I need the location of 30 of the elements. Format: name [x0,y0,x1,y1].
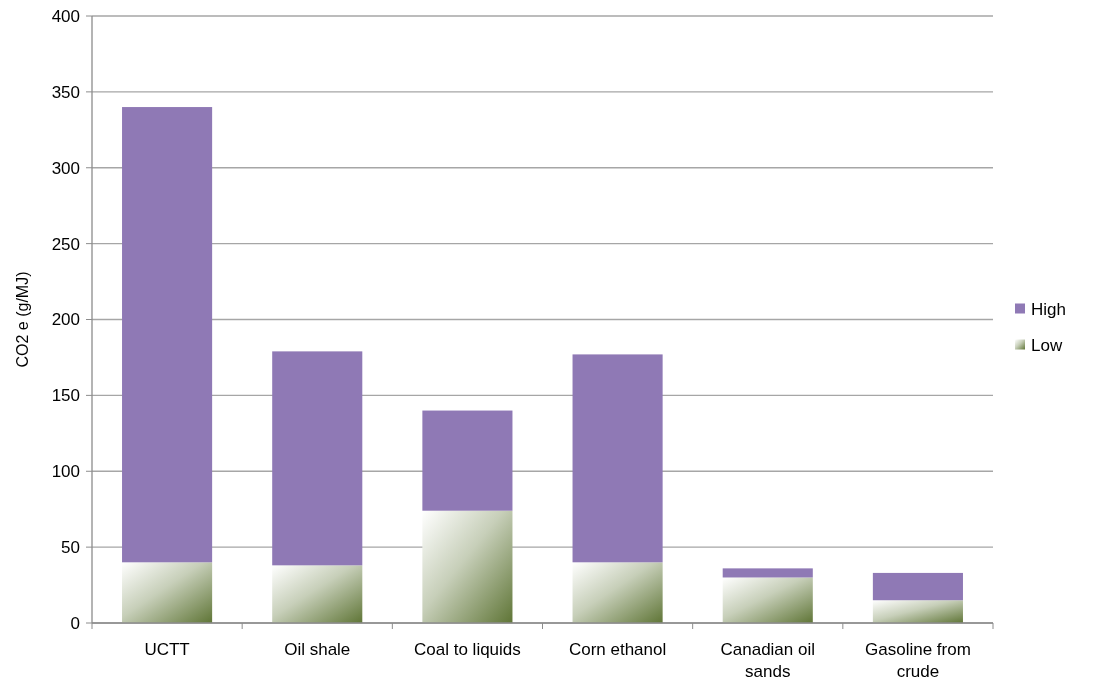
bar [122,562,213,623]
bar [272,351,363,566]
y-tick-label: 100 [51,462,80,482]
y-tick-label: 250 [51,234,80,254]
bar [422,410,513,511]
bar [722,577,813,623]
bar [422,510,513,623]
y-tick-label: 200 [51,310,80,330]
bar [572,354,663,563]
x-tick-label: Corn ethanol [568,640,667,659]
legend-label: Low [1031,336,1063,356]
legend-label: High [1031,300,1066,320]
x-tick-label: Canadian oil sands [720,640,816,681]
y-tick-label: 400 [51,6,80,26]
x-tick-label: Gasoline from crude [865,640,971,681]
y-tick-label: 0 [70,613,80,633]
x-tick-label: UCTT [144,640,190,659]
bar [872,572,963,601]
bar [122,107,213,563]
y-tick-label: 150 [51,386,80,406]
bar [572,562,663,623]
y-tick-label: 50 [61,538,80,558]
x-tick-label: Oil shale [284,640,351,659]
y-tick-label: 300 [51,158,80,178]
bar [272,565,363,623]
bar [722,568,813,578]
x-tick-label: Coal to liquids [414,640,521,659]
y-tick-label: 350 [51,82,80,102]
y-axis-title: CO2 e (g/MJ) [14,271,31,368]
bar [872,600,963,623]
